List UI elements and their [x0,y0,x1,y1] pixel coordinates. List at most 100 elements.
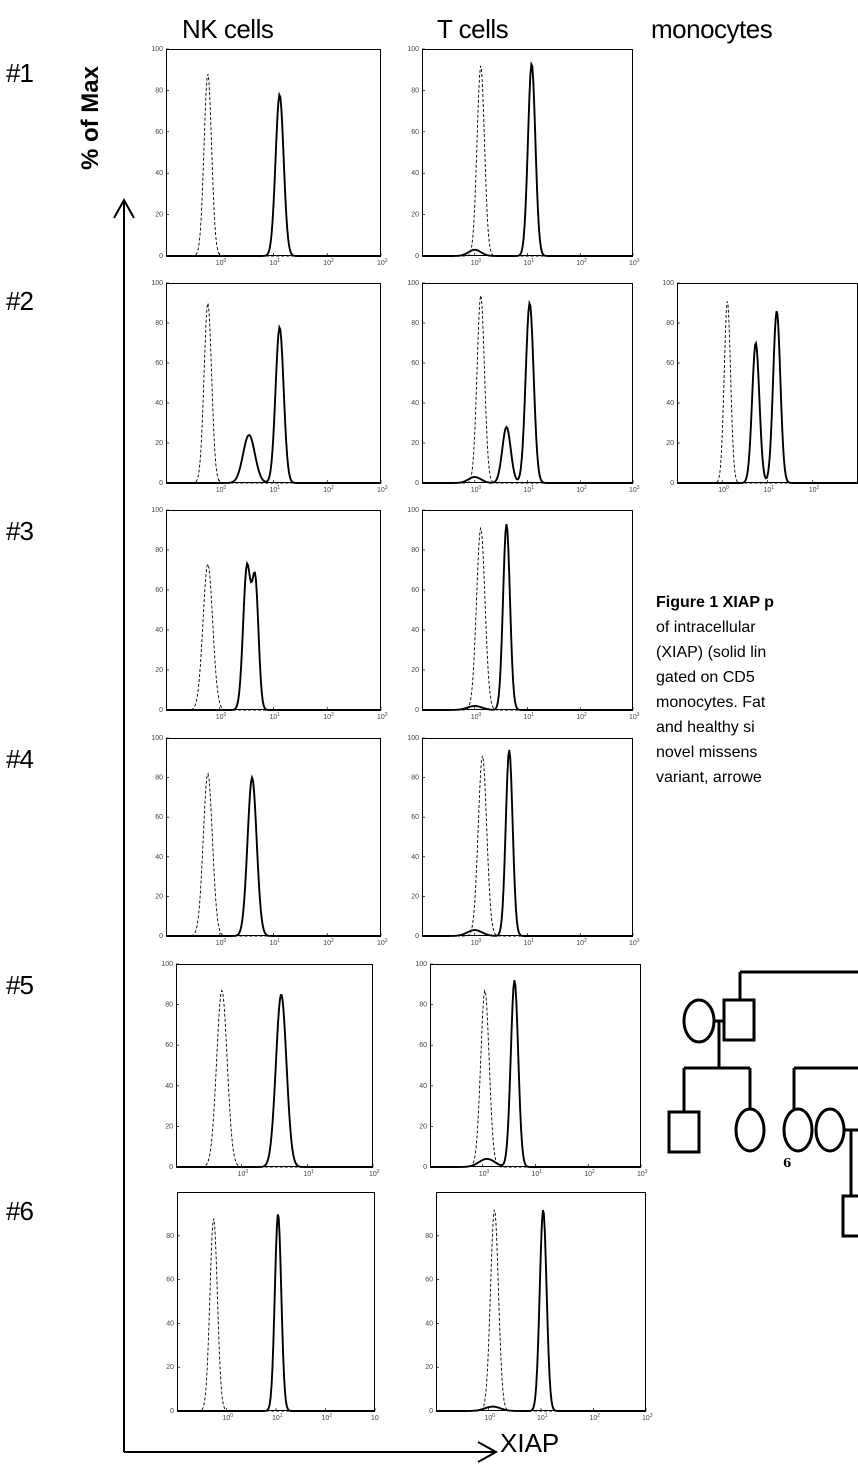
plot-frame [166,283,381,483]
control-histogram-line [422,755,633,937]
x-tick-label: 100 [216,258,227,267]
control-histogram-line [166,303,381,484]
x-tick-label: 101 [272,1413,283,1422]
control-histogram-line [166,772,381,937]
histogram-panel: 0 20 40 60 80 100 100 101 102 103 [407,735,639,947]
y-tick-label: 80 [165,1002,173,1009]
xiap-histogram-line [436,1209,646,1412]
y-tick-label: 60 [411,360,419,367]
y-tick-label: 80 [411,775,419,782]
x-tick-label: 103 [377,258,388,267]
y-tick-label: 40 [411,170,419,177]
x-tick-label: 100 [485,1413,496,1422]
y-tick-label: 80 [419,1002,427,1009]
control-histogram-line [430,989,641,1168]
x-tick-label: 102 [576,485,587,494]
xiap-histogram-line [430,980,641,1168]
x-tick-label: 101 [524,712,535,721]
y-tick-label: 20 [411,893,419,900]
y-tick-label: 60 [166,1277,174,1284]
y-tick-label: 0 [169,1164,173,1171]
y-tick-label: 0 [170,1408,174,1415]
x-tick-label: 102 [323,938,334,947]
y-tick-label: 80 [166,1233,174,1240]
histogram-panel: 0 20 40 60 80 100 100 101 102 [161,961,379,1178]
xiap-histogram-line [166,91,381,257]
x-tick-label: 101 [303,1169,314,1178]
y-tick-label: 0 [429,1408,433,1415]
row-label-6: #6 [6,1196,34,1226]
caption-line: of intracellular [656,619,756,636]
row-label-5: #5 [6,970,34,1000]
pedigree-female-child [734,1107,766,1153]
y-tick-label: 20 [165,1123,173,1130]
x-tick-label: 100 [238,1169,249,1178]
pedigree-male-child [667,1110,701,1154]
xiap-histogram-line [422,60,633,257]
y-tick-label: 100 [161,961,173,968]
plot-frame [166,738,381,936]
row-label-4: #4 [6,744,34,774]
y-tick-label: 40 [155,854,163,861]
y-tick-label: 40 [411,854,419,861]
x-tick-label: 101 [524,938,535,947]
y-tick-label: 20 [411,667,419,674]
xiap-histogram-line [422,299,633,484]
histogram-panel: 0 20 40 60 80 100 100 101 102 103 [151,735,387,947]
y-tick-label: 80 [155,775,163,782]
xiap-histogram-line [166,560,381,711]
y-tick-label: 0 [415,707,419,714]
y-tick-label: 100 [151,46,163,53]
y-tick-label: 60 [425,1277,433,1284]
x-tick-label: 103 [377,712,388,721]
y-tick-label: 100 [407,735,419,742]
x-tick-label: 100 [718,485,729,494]
x-tick-label: 102 [323,485,334,494]
histogram-panel: 0 20 40 60 80 100 100 101 102 103 [151,507,387,721]
y-tick-label: 100 [415,961,427,968]
y-tick-label: 40 [165,1083,173,1090]
y-tick-label: 40 [155,170,163,177]
y-tick-label: 20 [155,212,163,219]
x-tick-label: 100 [216,712,227,721]
x-tick-label: 101 [532,1169,543,1178]
row-label-3: #3 [6,516,34,546]
y-tick-label: 80 [411,320,419,327]
row-label-1: #1 [6,58,34,88]
histogram-panel: 0 20 40 60 80 100 100 101 102 103 [407,46,639,267]
histogram-panel: 0 20 40 60 80 100 101 102 103 [425,1192,653,1422]
y-tick-label: 0 [670,480,674,487]
y-tick-label: 100 [407,280,419,287]
xiap-histogram-line [422,749,633,937]
caption-line: and healthy si [656,719,755,736]
figure-caption: Figure 1 XIAP p of intracellular (XIAP) … [656,590,858,790]
y-tick-label: 40 [411,400,419,407]
column-header-nk-cells: NK cells [182,14,274,44]
x-tick-label: 102 [369,1169,380,1178]
pedigree-male-grandchild [841,1194,858,1238]
x-tick-label: 100 [471,258,482,267]
histogram-panel: 0 20 40 60 80 100 100 101 102 [662,280,858,494]
y-tick-label: 80 [411,87,419,94]
plot-frame [166,49,381,256]
x-tick-label: 102 [322,1413,333,1422]
y-tick-label: 80 [411,547,419,554]
xiap-histogram-line [677,310,858,484]
y-tick-label: 0 [423,1164,427,1171]
row-label-2: #2 [6,286,34,316]
y-tick-label: 100 [407,507,419,514]
y-tick-label: 0 [159,933,163,940]
x-tick-label: 100 [471,938,482,947]
pedigree-individual-label: 6 [783,1156,791,1170]
plot-frame [176,964,373,1167]
y-tick-label: 100 [662,280,674,287]
x-tick-label: 102 [576,258,587,267]
x-tick-label: 103 [377,938,388,947]
pedigree-male-founder [722,998,756,1042]
y-tick-label: 80 [425,1233,433,1240]
histogram-panel: 0 20 40 60 80 100 100 101 102 103 [151,46,387,267]
y-tick-label: 40 [666,400,674,407]
xiap-histogram-line [422,523,633,711]
y-tick-label: 100 [151,735,163,742]
x-tick-label: 102 [584,1169,595,1178]
